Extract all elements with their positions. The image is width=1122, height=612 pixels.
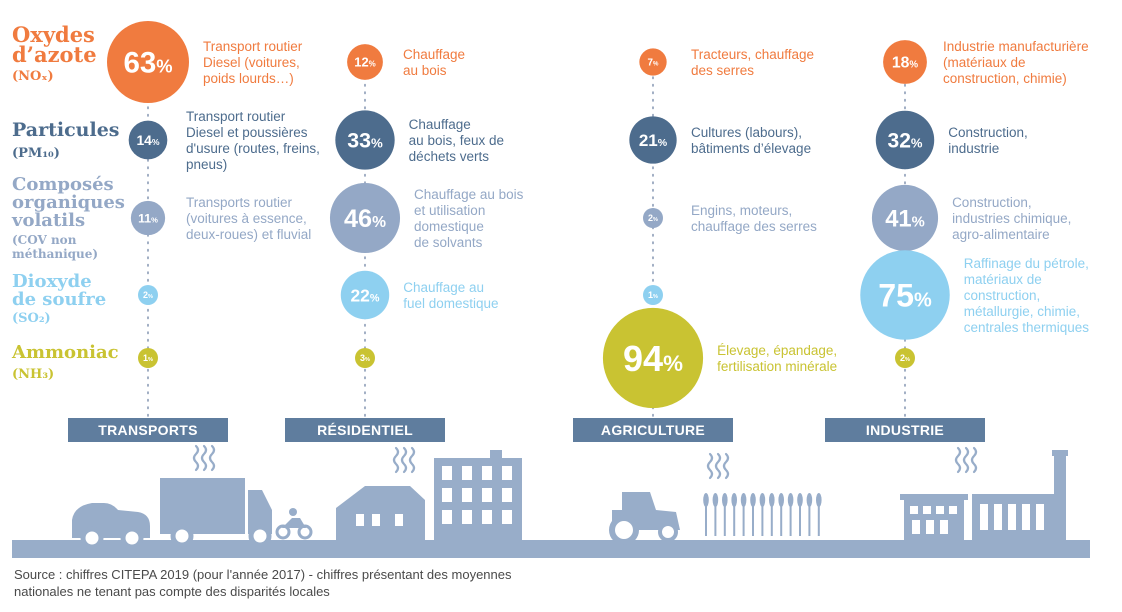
value-label: 33% xyxy=(347,129,383,153)
value-label: 75% xyxy=(878,278,932,314)
steam-icon xyxy=(392,446,416,474)
value-label: 18% xyxy=(892,55,919,72)
sector-label: INDUSTRIE xyxy=(866,422,944,438)
pollutant-formula: (SO₂) xyxy=(12,311,51,326)
value-bubble xyxy=(130,200,166,236)
value-label: 32% xyxy=(888,130,923,153)
steam-icon xyxy=(706,452,730,480)
value-bubble xyxy=(860,250,950,340)
value-label: 22% xyxy=(350,285,379,305)
value-bubble xyxy=(643,208,663,228)
sector-description: Cultures (labours), bâtiments d’élevage xyxy=(691,125,811,156)
sector-description: Construction, industries chimique, agro-al… xyxy=(952,195,1071,242)
sector-description: Transport routier Diesel (voitures, poids … xyxy=(203,39,303,86)
value-bubble xyxy=(347,44,383,80)
sector-badge xyxy=(825,418,985,442)
value-bubble xyxy=(643,285,663,305)
sector-description: Construction, industrie xyxy=(948,125,1028,156)
sector-badge xyxy=(285,418,445,442)
source-note: Source : chiffres CITEPA 2019 (pour l'an… xyxy=(14,567,512,599)
value-label: 2% xyxy=(648,213,658,223)
value-label: 21% xyxy=(639,131,668,150)
sector-description: Chauffage au bois, feux de déchets verts xyxy=(409,117,504,164)
sector-description: Transports routier (voitures à essence, de… xyxy=(186,195,311,242)
value-bubble xyxy=(895,348,915,368)
value-label: 63% xyxy=(123,47,172,80)
value-bubble xyxy=(871,184,939,252)
value-label: 2% xyxy=(900,353,910,363)
sector-description: Chauffage au fuel domestique xyxy=(403,280,498,311)
pollutant-label: Particules xyxy=(12,119,119,141)
pollutant-formula: (NOₓ) xyxy=(12,69,54,84)
sector-description: Chauffage au bois xyxy=(403,47,465,78)
pollutant-label: volatils xyxy=(11,210,85,231)
sector-label: AGRICULTURE xyxy=(601,422,705,438)
value-bubble xyxy=(128,120,168,160)
pollutant-label: Dioxyde xyxy=(12,271,92,292)
sector-description: Chauffage au bois et utilisation domestiqu… xyxy=(414,187,524,250)
value-label: 3% xyxy=(360,353,370,363)
value-label: 11% xyxy=(138,211,158,225)
sector-label: TRANSPORTS xyxy=(98,422,197,438)
steam-icon xyxy=(954,446,978,474)
value-label: 1% xyxy=(648,290,658,300)
value-bubble xyxy=(602,307,704,409)
value-bubble xyxy=(138,348,158,368)
sector-description: Tracteurs, chauffage des serres xyxy=(691,47,814,78)
pollutant-formula: (NH₃) xyxy=(12,367,54,382)
value-bubble xyxy=(107,21,189,103)
value-label: 1% xyxy=(143,353,153,363)
ground-strip xyxy=(12,540,1090,558)
pollutant-formula: méthanique) xyxy=(12,247,98,261)
pollutant-formula: (PM₁₀) xyxy=(12,146,60,161)
sector-description: Industrie manufacturière (matériaux de con… xyxy=(943,39,1089,86)
value-label: 2% xyxy=(143,290,153,300)
value-bubble xyxy=(639,48,667,76)
value-bubble xyxy=(883,40,927,84)
value-bubble xyxy=(329,182,401,254)
value-bubble xyxy=(629,116,677,164)
value-bubble xyxy=(875,110,935,170)
car-truck-motorcycle-icon xyxy=(72,478,313,550)
value-bubble xyxy=(138,285,158,305)
value-label: 94% xyxy=(623,338,683,379)
tractor-crops-icon xyxy=(609,492,822,545)
pollutant-label: Composés xyxy=(12,174,114,195)
sector-description: Élevage, épandage, fertilisation minérale xyxy=(717,343,837,374)
sector-description: Engins, moteurs, chauffage des serres xyxy=(691,203,817,234)
value-label: 7% xyxy=(648,58,659,69)
sector-badge xyxy=(68,418,228,442)
value-label: 12% xyxy=(354,55,375,70)
pollutant-label: organiques xyxy=(12,192,125,213)
pollutant-label: Ammoniac xyxy=(11,342,119,363)
steam-icon xyxy=(192,444,216,472)
pollutant-label: Oxydes xyxy=(12,22,95,47)
value-label: 14% xyxy=(136,132,159,148)
sector-label: RÉSIDENTIEL xyxy=(317,422,413,438)
value-label: 41% xyxy=(885,206,925,233)
pollutant-label: d’azote xyxy=(12,42,97,67)
value-bubble xyxy=(340,270,390,320)
value-bubble xyxy=(355,348,375,368)
value-label: 46% xyxy=(344,205,386,233)
sector-description: Raffinage du pétrole, matériaux de constru… xyxy=(964,256,1090,335)
value-bubble xyxy=(335,110,395,170)
sector-badge xyxy=(573,418,733,442)
pollutant-formula: (COV non xyxy=(12,233,77,247)
pollutant-label: de soufre xyxy=(12,289,106,310)
sector-landscape xyxy=(12,444,1090,558)
factory-icon xyxy=(900,450,1068,540)
houses-icon xyxy=(336,450,522,540)
sector-description: Transport routier Diesel et poussières d'u… xyxy=(186,109,320,172)
